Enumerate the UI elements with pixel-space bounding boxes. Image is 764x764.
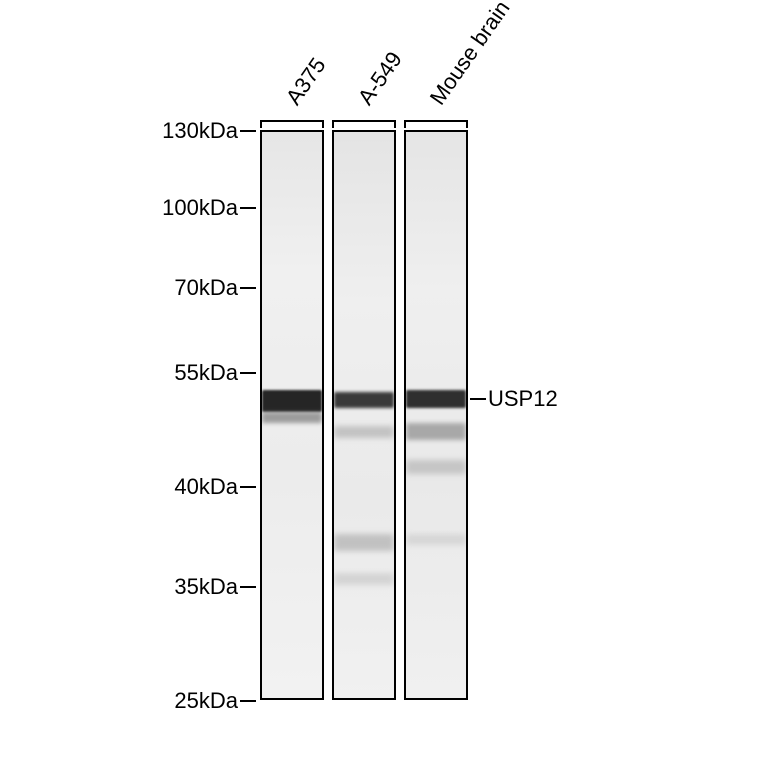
lane-label-text: A-549 [353,47,407,109]
blot-band [334,392,394,408]
mw-marker-tick [240,486,256,488]
mw-marker-label: 70kDa [174,275,238,301]
mw-marker-label: 35kDa [174,574,238,600]
blot-band [406,534,466,545]
lane-label: A375 [281,53,332,110]
blot-lane [260,130,324,700]
lane-label: A-549 [353,47,408,110]
blot-band [262,412,322,423]
protein-label: USP12 [488,386,558,412]
lane-label-text: Mouse brain [425,0,515,109]
mw-marker-tick [240,372,256,374]
protein-label-tick [470,398,486,400]
mw-marker-label: 130kDa [162,118,238,144]
mw-marker-tick [240,130,256,132]
lane-bracket [404,120,468,130]
blot-band [334,534,394,551]
mw-marker-tick [240,287,256,289]
mw-marker-label: 55kDa [174,360,238,386]
mw-marker-label: 25kDa [174,688,238,714]
blot-lane [404,130,468,700]
blot-band [406,460,466,474]
blot-band [334,573,394,584]
protein-label-text: USP12 [488,386,558,411]
blot-band [334,426,394,437]
lane-bracket [260,120,324,130]
mw-marker-tick [240,586,256,588]
lane-bracket [332,120,396,130]
mw-marker-label: 100kDa [162,195,238,221]
lane-label-text: A375 [281,53,331,109]
mw-marker-label: 40kDa [174,474,238,500]
mw-marker-tick [240,207,256,209]
blot-lane [332,130,396,700]
mw-marker-tick [240,700,256,702]
western-blot-figure: A375 A-549 Mouse brain 130kDa 100kDa 70kDa… [0,0,764,764]
blot-band [262,390,322,413]
blot-band [406,423,466,440]
blot-band [406,390,466,408]
lane-label: Mouse brain [425,0,516,110]
